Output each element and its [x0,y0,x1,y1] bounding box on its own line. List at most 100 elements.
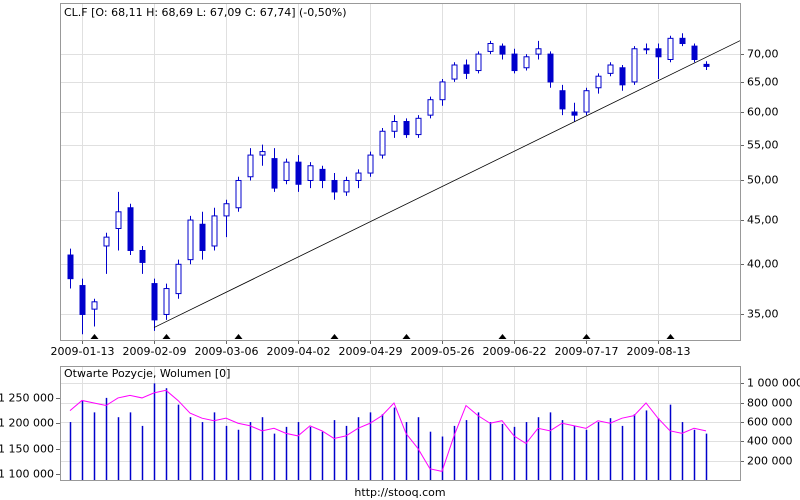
candle-body [91,301,98,310]
candle-body [355,172,362,181]
candle-body [691,45,698,61]
candle-body [535,48,542,55]
expiry-marker [90,334,99,339]
candle-body [607,64,614,74]
y2-tick-label: 1 000 000 [747,377,800,390]
candle-body [163,288,170,315]
price-panel: 2009-01-13 2009-02-09 2009-03-06 2009-04-02… [51,3,779,358]
candle-body [595,75,602,89]
y-tick-label: 1 200 000 [0,417,54,430]
candle-body [655,48,662,58]
y-tick-label: 1 250 000 [0,392,54,405]
candle-body [403,121,410,136]
candle-body [367,154,374,174]
candle-body [211,215,218,247]
candle-body [115,211,122,230]
candle-body [559,90,566,110]
candle-body [247,154,254,178]
candle-body [499,45,506,55]
candle-body [319,168,326,181]
candle-body [187,219,194,261]
y-tick-label: 45,00 [747,214,779,227]
expiry-marker [330,334,339,339]
candle-body [679,37,686,45]
y-tick-label: 70,00 [747,48,779,61]
y2-tick-label: 800 000 [747,397,793,410]
candle-body [139,249,146,263]
candle-body [307,165,314,181]
candle-body [475,53,482,72]
candle-body [67,254,74,280]
y-tick-label: 60,00 [747,106,779,119]
candle-body [235,179,242,209]
candle-body [463,64,470,74]
candle-body [703,63,710,67]
y2-tick-label: 400 000 [747,435,793,448]
candle-body [295,161,302,185]
candle-body [175,263,182,295]
candle-body [283,161,290,181]
x-tick-label: 2009-06-22 [483,345,547,358]
candle-body [151,283,158,321]
candle-body [667,37,674,61]
expiry-marker [498,334,507,339]
candle-body [379,130,386,156]
x-tick-label: 2009-04-02 [267,345,331,358]
price-frame [60,3,741,341]
x-tick-label: 2009-01-13 [51,345,115,358]
y-tick-label: 40,00 [747,258,779,271]
expiry-marker [234,334,243,339]
candle-body [259,151,266,156]
candle-body [583,90,590,113]
candle-body [511,53,518,72]
y2-tick-label: 200 000 [747,455,793,468]
y-tick-label: 65,00 [747,76,779,89]
candle-body [619,67,626,86]
x-tick-label: 2009-07-17 [555,345,619,358]
open-interest-line [69,389,707,472]
candle-body [103,236,110,247]
y-tick-label: 35,00 [747,308,779,321]
candle-body [79,285,86,315]
trendline [153,40,741,328]
candle-body [643,48,650,51]
x-tick-label: 2009-04-29 [339,345,403,358]
candle-body [427,99,434,116]
expiry-marker [666,334,675,339]
x-tick-label: 2009-05-26 [411,345,475,358]
y-tick-label: 1 150 000 [0,443,54,456]
expiry-marker [582,334,591,339]
candle-body [415,117,422,136]
candle-body [343,179,350,193]
chart-title: CL.F [O: 68,11 H: 68,69 L: 67,09 C: 67,7… [64,6,347,19]
x-tick-label: 2009-08-13 [627,345,691,358]
y-tick-label: 55,00 [747,139,779,152]
x-tick-label: 2009-03-06 [195,345,259,358]
expiry-marker [402,334,411,339]
candle-body [271,158,278,189]
candle-body [523,56,530,69]
panel-title: Otwarte Pozycje, Wolumen [0] [64,367,230,380]
y-tick-label: 50,00 [747,174,779,187]
candle-body [127,207,134,251]
candle-body [547,53,554,83]
volume-panel: 1 100 000 1 150 000 1 200 000 1 250 000 200 … [0,366,800,481]
candle-body [391,121,398,132]
y2-tick-label: 600 000 [747,416,793,429]
expiry-marker [162,334,171,339]
y-tick-label: 1 100 000 [0,468,54,481]
candle-body [451,64,458,80]
candle-body [439,81,446,101]
candle-body [631,48,638,83]
x-tick-label: 2009-02-09 [123,345,187,358]
candle-body [223,203,230,217]
footer: http://stooq.com [354,486,445,499]
candle-body [487,43,494,52]
candle-body [571,111,578,116]
candle-body [331,179,338,193]
volume-frame [60,366,741,481]
candle-body [199,223,206,251]
